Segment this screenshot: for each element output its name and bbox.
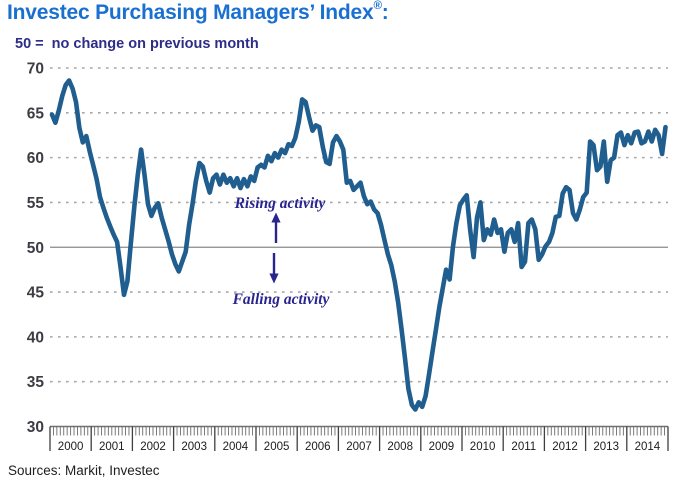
pmi-data-line	[49, 78, 668, 412]
page-title-text: Investec Purchasing Managers’ Index	[7, 1, 374, 24]
chart-subtitle: 50 = no change on previous month	[15, 36, 259, 52]
x-axis-label-2010: 2010	[470, 441, 496, 453]
data-series-layer	[49, 78, 668, 412]
x-axis-label-2004: 2004	[223, 441, 249, 453]
x-axis-label-2014: 2014	[635, 441, 661, 453]
x-axis-label-2006: 2006	[305, 441, 331, 453]
y-axis-label-60: 60	[27, 150, 44, 167]
page-title-colon: :	[381, 1, 389, 24]
y-axis-label-35: 35	[27, 374, 45, 391]
x-axis-label-2005: 2005	[264, 441, 290, 453]
y-axis-label-40: 40	[27, 329, 44, 346]
gridlines-layer	[50, 67, 668, 383]
sources-note: Sources: Markit, Investec	[8, 463, 160, 478]
axes-layer	[49, 425, 669, 451]
x-axis-label-2003: 2003	[181, 441, 207, 453]
y-axis-label-70: 70	[27, 61, 44, 78]
page-title: Investec Purchasing Managers’ Index®:	[7, 0, 389, 25]
x-axis-label-2011: 2011	[511, 441, 536, 453]
x-axis-label-2008: 2008	[387, 441, 413, 453]
y-axis-label-65: 65	[27, 105, 45, 122]
x-axis-label-2000: 2000	[58, 441, 84, 453]
y-axis-label-55: 55	[27, 195, 45, 212]
y-axis-label-30: 30	[27, 419, 44, 436]
axis-labels-layer: 30 35 40 45 50 55 60 65 70 2000 2001 2002 2003 2004 20…	[27, 61, 661, 454]
x-axis-label-2001: 2001	[99, 441, 125, 453]
x-axis-label-2012: 2012	[552, 441, 578, 453]
up-arrow-icon	[271, 212, 281, 243]
x-axis-label-2013: 2013	[593, 441, 619, 453]
down-arrow-icon	[269, 253, 279, 284]
x-axis-label-2009: 2009	[429, 441, 455, 453]
x-axis-label-2002: 2002	[140, 441, 166, 453]
x-axis-label-2007: 2007	[346, 441, 372, 453]
falling-activity-annotation: Falling activity	[232, 291, 330, 308]
rising-activity-annotation: Rising activity	[234, 195, 326, 212]
registered-trademark-symbol: ®	[373, 0, 382, 12]
y-axis-label-45: 45	[27, 285, 45, 302]
y-axis-label-50: 50	[27, 240, 44, 257]
